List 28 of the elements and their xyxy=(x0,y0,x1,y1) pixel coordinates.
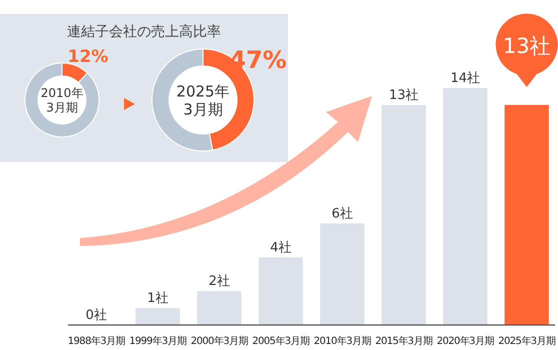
text: 2025年 3月期 xyxy=(176,82,230,118)
x-tick-label: 2010年3月期 xyxy=(314,335,372,348)
bar xyxy=(136,308,180,325)
data-label: 0社 xyxy=(86,308,107,323)
bar xyxy=(258,257,303,325)
donut-slice xyxy=(24,62,100,138)
data-label: 4社 xyxy=(270,240,292,256)
text: 連結子会社の売上高比率 xyxy=(67,24,221,40)
text: 2010年 3月期 xyxy=(40,86,84,114)
bar xyxy=(443,88,488,325)
x-tick-label: 2025年3月期 xyxy=(498,335,556,348)
data-label: 1社 xyxy=(147,291,168,306)
x-tick-label: 2000年3月期 xyxy=(190,335,248,348)
data-label: 2社 xyxy=(208,274,230,290)
x-tick-label: 2020年3月期 xyxy=(436,335,494,348)
x-tick-label: 2005年3月期 xyxy=(252,335,310,348)
data-label: 12% xyxy=(68,47,108,67)
x-tick-label: 2015年3月期 xyxy=(375,335,433,348)
x-tick-label: 1999年3月期 xyxy=(129,335,187,348)
data-label: 6社 xyxy=(332,206,353,222)
bar xyxy=(504,104,549,325)
bar xyxy=(320,223,364,325)
bar xyxy=(382,104,426,325)
bar xyxy=(197,291,242,325)
x-tick-label: 1988年3月期 xyxy=(68,335,126,348)
data-label: 14社 xyxy=(450,71,480,86)
data-label: 13社 xyxy=(502,34,551,58)
data-label: 13社 xyxy=(388,88,419,103)
